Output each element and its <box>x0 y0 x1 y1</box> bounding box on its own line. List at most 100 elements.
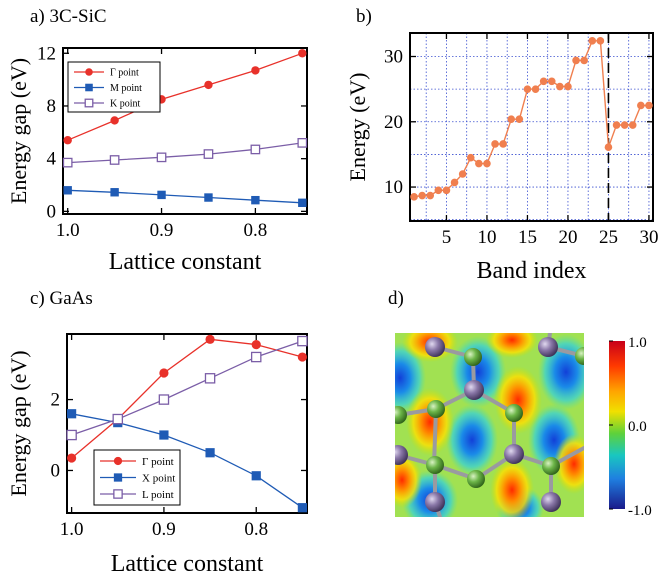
data-point <box>205 334 215 344</box>
data-point <box>251 471 261 481</box>
data-point <box>434 186 443 195</box>
atom-small <box>427 400 445 418</box>
data-point <box>547 77 556 86</box>
plot-frame <box>409 32 654 222</box>
y-tick-label: 0 <box>47 201 57 222</box>
y-axis-label: Energy (eV) <box>345 73 370 182</box>
data-point <box>612 121 621 129</box>
data-point <box>156 152 167 163</box>
series-line <box>413 40 649 198</box>
data-point <box>250 351 262 363</box>
data-point <box>442 186 451 195</box>
data-point <box>298 49 307 58</box>
data-point <box>297 352 307 362</box>
y-tick-label: 2 <box>51 390 61 411</box>
plot-frame <box>62 47 308 215</box>
data-point <box>628 121 637 129</box>
data-point <box>251 195 260 205</box>
atom-small <box>542 457 560 475</box>
x-tick-label: 1.0 <box>56 220 80 241</box>
atom-large <box>541 492 561 512</box>
atom-small <box>467 470 485 488</box>
data-point <box>84 98 94 108</box>
y-tick-label: 10 <box>384 177 403 198</box>
data-point <box>458 170 467 178</box>
legend-entry: X point <box>142 472 175 484</box>
data-point <box>297 503 307 513</box>
data-point <box>418 191 426 200</box>
data-point <box>85 68 93 76</box>
data-point <box>426 191 435 200</box>
data-point <box>297 138 308 148</box>
data-point <box>637 101 645 110</box>
data-point <box>158 394 170 405</box>
y-tick-label: 0 <box>51 460 61 481</box>
atom-small <box>426 456 444 474</box>
data-point <box>410 193 418 201</box>
panel-b-label: b) <box>356 6 372 27</box>
data-point <box>531 85 540 93</box>
data-point <box>159 430 169 440</box>
legend-entry: Γ point <box>110 68 139 79</box>
data-point <box>109 155 120 165</box>
y-axis-label: Energy gap (eV) <box>6 350 31 496</box>
x-tick-label: 1.0 <box>60 519 84 540</box>
data-point <box>113 489 123 499</box>
atom-large <box>538 337 558 357</box>
data-point <box>450 178 459 187</box>
data-point <box>66 429 77 441</box>
data-point <box>110 188 119 197</box>
colorbar-tick-mid: 0.0 <box>628 419 647 435</box>
y-tick-label: 12 <box>37 43 56 64</box>
data-point <box>204 193 213 202</box>
colorbar <box>609 341 625 509</box>
atom-small <box>395 406 407 424</box>
data-point <box>110 116 119 125</box>
x-tick-label: 30 <box>639 227 658 248</box>
x-tick-label: 0.8 <box>244 519 268 540</box>
data-point <box>157 190 166 200</box>
legend-entry: M point <box>110 83 142 94</box>
data-point <box>204 80 213 90</box>
atom-large <box>504 444 524 464</box>
data-point <box>251 66 260 75</box>
data-point <box>204 373 216 384</box>
panel-c-label: c) GaAs <box>30 288 93 309</box>
y-tick-label: 30 <box>384 47 403 68</box>
chart-d: 1.0 0.0 -1.0 <box>395 333 652 519</box>
data-point <box>507 115 516 123</box>
y-tick-label: 8 <box>47 96 57 117</box>
data-point <box>113 473 123 482</box>
data-point <box>572 56 580 65</box>
legend-entry: K point <box>110 99 141 110</box>
data-point <box>67 409 77 419</box>
plot-frame <box>66 333 308 514</box>
legend-entry: Γ point <box>142 456 174 468</box>
data-point <box>297 335 308 347</box>
atom-small <box>575 347 584 365</box>
x-tick-label: 0.9 <box>150 220 174 241</box>
x-axis-label: Band index <box>477 258 587 284</box>
data-point <box>205 448 215 458</box>
chart-a: 1.0 0.9 0.8 0 4 8 12 Lattice constant Energy gap… <box>6 43 308 275</box>
panel-d-label: d) <box>388 288 404 309</box>
series-line-0 <box>67 52 303 141</box>
y-axis-label: Energy gap (eV) <box>6 58 31 204</box>
chart-c: 1.0 0.9 0.8 0 2 Lattice constant Energy gap (e… <box>6 333 308 577</box>
data-point <box>588 37 597 45</box>
chart-b: 5 10 15 20 25 30 10 20 30 Band index Energy (eV) <box>345 32 658 284</box>
data-point <box>596 37 605 45</box>
data-point <box>63 186 72 195</box>
x-tick-label: 25 <box>599 227 618 248</box>
series-line-1 <box>67 189 303 204</box>
data-point <box>67 453 77 463</box>
atom-large <box>395 445 408 465</box>
data-point <box>539 77 548 86</box>
x-tick-label: 20 <box>558 227 577 248</box>
atom-markers <box>395 337 584 512</box>
series-line-2 <box>71 340 303 436</box>
data-point <box>491 140 499 148</box>
panel-a-label: a) 3C-SiC <box>30 6 107 27</box>
atom-large <box>425 492 445 512</box>
atom-large <box>425 337 445 357</box>
